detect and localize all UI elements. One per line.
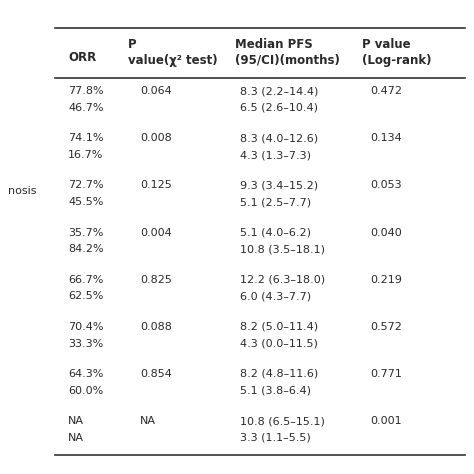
Text: 0.008: 0.008 <box>140 133 172 143</box>
Text: 0.134: 0.134 <box>370 133 402 143</box>
Text: 60.0%: 60.0% <box>68 386 103 396</box>
Text: 72.7%: 72.7% <box>68 181 104 191</box>
Text: Median PFS: Median PFS <box>235 37 313 51</box>
Text: 0.064: 0.064 <box>140 86 172 96</box>
Text: 0.854: 0.854 <box>140 369 172 379</box>
Text: ORR: ORR <box>68 51 96 64</box>
Text: 8.2 (4.8–11.6): 8.2 (4.8–11.6) <box>240 369 318 379</box>
Text: 33.3%: 33.3% <box>68 338 103 348</box>
Text: 9.3 (3.4–15.2): 9.3 (3.4–15.2) <box>240 181 318 191</box>
Text: 12.2 (6.3–18.0): 12.2 (6.3–18.0) <box>240 275 325 285</box>
Text: 4.3 (0.0–11.5): 4.3 (0.0–11.5) <box>240 338 318 348</box>
Text: nosis: nosis <box>8 186 36 196</box>
Text: NA: NA <box>68 433 84 443</box>
Text: 5.1 (2.5–7.7): 5.1 (2.5–7.7) <box>240 197 311 207</box>
Text: 45.5%: 45.5% <box>68 197 103 207</box>
Text: 0.825: 0.825 <box>140 275 172 285</box>
Text: 5.1 (4.0–6.2): 5.1 (4.0–6.2) <box>240 228 311 237</box>
Text: 74.1%: 74.1% <box>68 133 103 143</box>
Text: NA: NA <box>68 416 84 426</box>
Text: 0.053: 0.053 <box>370 181 401 191</box>
Text: 62.5%: 62.5% <box>68 292 103 301</box>
Text: 0.004: 0.004 <box>140 228 172 237</box>
Text: 6.0 (4.3–7.7): 6.0 (4.3–7.7) <box>240 292 311 301</box>
Text: 77.8%: 77.8% <box>68 86 104 96</box>
Text: (95/CI)(months): (95/CI)(months) <box>235 54 340 66</box>
Text: (Log-rank): (Log-rank) <box>362 54 431 66</box>
Text: 6.5 (2.6–10.4): 6.5 (2.6–10.4) <box>240 103 318 113</box>
Text: 46.7%: 46.7% <box>68 103 103 113</box>
Text: 4.3 (1.3–7.3): 4.3 (1.3–7.3) <box>240 150 311 160</box>
Text: 35.7%: 35.7% <box>68 228 103 237</box>
Text: 8.3 (4.0–12.6): 8.3 (4.0–12.6) <box>240 133 318 143</box>
Text: 8.3 (2.2–14.4): 8.3 (2.2–14.4) <box>240 86 319 96</box>
Text: 8.2 (5.0–11.4): 8.2 (5.0–11.4) <box>240 322 318 332</box>
Text: 3.3 (1.1–5.5): 3.3 (1.1–5.5) <box>240 433 311 443</box>
Text: P: P <box>128 37 137 51</box>
Text: 0.125: 0.125 <box>140 181 172 191</box>
Text: 16.7%: 16.7% <box>68 150 103 160</box>
Text: 10.8 (3.5–18.1): 10.8 (3.5–18.1) <box>240 244 325 254</box>
Text: P value: P value <box>362 37 410 51</box>
Text: 0.219: 0.219 <box>370 275 402 285</box>
Text: 0.040: 0.040 <box>370 228 402 237</box>
Text: 0.572: 0.572 <box>370 322 402 332</box>
Text: 64.3%: 64.3% <box>68 369 103 379</box>
Text: 70.4%: 70.4% <box>68 322 103 332</box>
Text: 84.2%: 84.2% <box>68 244 104 254</box>
Text: 66.7%: 66.7% <box>68 275 103 285</box>
Text: 0.088: 0.088 <box>140 322 172 332</box>
Text: 0.001: 0.001 <box>370 416 401 426</box>
Text: value(χ² test): value(χ² test) <box>128 54 218 66</box>
Text: 0.771: 0.771 <box>370 369 402 379</box>
Text: NA: NA <box>140 416 156 426</box>
Text: 10.8 (6.5–15.1): 10.8 (6.5–15.1) <box>240 416 325 426</box>
Text: 0.472: 0.472 <box>370 86 402 96</box>
Text: 5.1 (3.8–6.4): 5.1 (3.8–6.4) <box>240 386 311 396</box>
